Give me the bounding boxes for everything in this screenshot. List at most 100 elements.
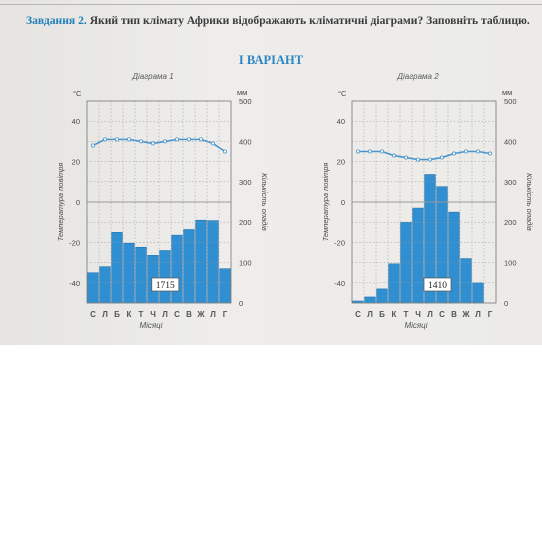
temperature-unit: °C — [338, 89, 347, 98]
precipitation-unit: мм — [237, 88, 247, 97]
x-axis-label: Місяці — [404, 321, 427, 330]
precipitation-bar — [99, 266, 111, 304]
month-tick-label: С — [90, 310, 96, 319]
month-tick-label: Л — [102, 310, 108, 319]
temperature-point — [198, 137, 203, 142]
temperature-point — [175, 137, 180, 142]
month-tick-label: Ж — [196, 310, 205, 319]
temperature-point — [151, 141, 156, 146]
task-question: Який тип клімату Африки відображають клі… — [89, 14, 530, 27]
climate-diagram-2: Діаграма 2°C мм40200-20-40500400300200100… — [321, 72, 534, 330]
precipitation-bar — [472, 282, 484, 304]
temperature-point — [428, 157, 433, 162]
temperature-tick-label: 20 — [337, 158, 345, 167]
month-tick-label: К — [392, 310, 397, 319]
month-tick-label: С — [439, 310, 445, 319]
month-tick-label: Б — [114, 310, 120, 319]
month-tick-label: В — [451, 310, 457, 319]
temperature-point — [186, 137, 191, 142]
precipitation-bar — [195, 219, 207, 304]
month-tick-label: Л — [475, 310, 481, 319]
month-tick-label: Т — [139, 310, 144, 319]
temperature-tick-label: -40 — [334, 279, 345, 288]
temperature-point — [115, 137, 120, 142]
y-axis-right-label: Кількість опадів — [525, 173, 534, 231]
precipitation-tick-label: 300 — [239, 178, 252, 187]
variant-title: І ВАРІАНТ — [238, 53, 304, 67]
month-tick-label: Т — [404, 310, 409, 319]
x-axis-label: Місяці — [139, 321, 162, 330]
month-tick-label: С — [355, 310, 361, 319]
temperature-tick-label: -20 — [69, 238, 80, 247]
annual-precipitation-value: 1410 — [428, 281, 447, 291]
annual-precipitation-value: 1715 — [156, 281, 175, 291]
temperature-tick-label: 0 — [76, 198, 80, 207]
y-axis-left-label: Температура повітря — [321, 163, 330, 242]
precipitation-tick-label: 500 — [239, 97, 252, 106]
precipitation-tick-label: 300 — [504, 178, 517, 187]
diagram-title: Діаграма 2 — [396, 72, 439, 81]
plot-frame — [351, 100, 497, 304]
temperature-point — [222, 149, 227, 154]
precipitation-bar — [412, 207, 424, 304]
task-label: Завдання 2. — [26, 14, 87, 27]
precipitation-bar — [159, 250, 171, 304]
temperature-point — [210, 141, 215, 146]
plot-frame — [86, 100, 232, 304]
temperature-point — [163, 139, 168, 144]
month-tick-label: С — [174, 310, 180, 319]
temperature-point — [380, 149, 385, 154]
temperature-tick-label: 40 — [337, 117, 345, 126]
month-tick-label: Ч — [150, 310, 156, 319]
temperature-point — [368, 149, 373, 154]
y-axis-left-label: Температура повітря — [56, 163, 65, 242]
precipitation-bar — [87, 272, 99, 304]
precipitation-tick-label: 500 — [504, 97, 517, 106]
month-tick-label: Л — [367, 310, 373, 319]
month-tick-label: Л — [162, 310, 168, 319]
temperature-point — [139, 139, 144, 144]
temperature-tick-label: 40 — [72, 117, 80, 126]
precipitation-bar — [376, 288, 388, 304]
textbook-page-photo: Завдання 2. Який тип клімату Африки відо… — [0, 0, 542, 345]
temperature-point — [487, 151, 492, 156]
temperature-point — [416, 157, 421, 162]
temperature-point — [91, 143, 96, 148]
temperature-point — [463, 149, 468, 154]
temperature-point — [440, 155, 445, 160]
precipitation-tick-label: 400 — [239, 137, 252, 146]
precipitation-tick-label: 0 — [239, 299, 243, 308]
temperature-unit: °C — [73, 89, 82, 98]
temperature-tick-label: -40 — [69, 279, 80, 288]
precipitation-bar — [388, 263, 400, 304]
annual-precipitation-box — [151, 277, 180, 292]
temperature-point — [475, 149, 480, 154]
precipitation-bar — [207, 220, 219, 304]
temperature-tick-label: -20 — [334, 238, 345, 247]
precipitation-bar — [183, 229, 195, 304]
month-tick-label: Ч — [415, 310, 421, 319]
annual-precipitation-box — [423, 277, 452, 292]
month-tick-label: Л — [427, 310, 433, 319]
precipitation-bar — [364, 296, 376, 304]
precipitation-tick-label: 100 — [239, 259, 252, 268]
precipitation-bar — [460, 258, 472, 304]
precipitation-bar — [123, 242, 135, 304]
precipitation-bar — [171, 234, 183, 304]
precipitation-tick-label: 200 — [504, 218, 517, 227]
month-tick-label: Г — [223, 310, 228, 319]
month-tick-label: Ж — [461, 310, 470, 319]
precipitation-tick-label: 0 — [504, 299, 508, 308]
precipitation-bar — [111, 232, 123, 304]
temperature-tick-label: 20 — [72, 158, 80, 167]
task-heading: Завдання 2. Який тип клімату Африки відо… — [26, 14, 542, 27]
temperature-point — [356, 149, 361, 154]
y-axis-right-label: Кількість опадів — [260, 173, 269, 231]
precipitation-unit: мм — [502, 88, 512, 97]
diagram-title: Діаграма 1 — [131, 72, 173, 81]
precipitation-tick-label: 100 — [504, 259, 517, 268]
temperature-tick-label: 0 — [341, 198, 345, 207]
temperature-point — [451, 151, 456, 156]
precipitation-tick-label: 400 — [504, 137, 517, 146]
month-tick-label: В — [186, 310, 192, 319]
